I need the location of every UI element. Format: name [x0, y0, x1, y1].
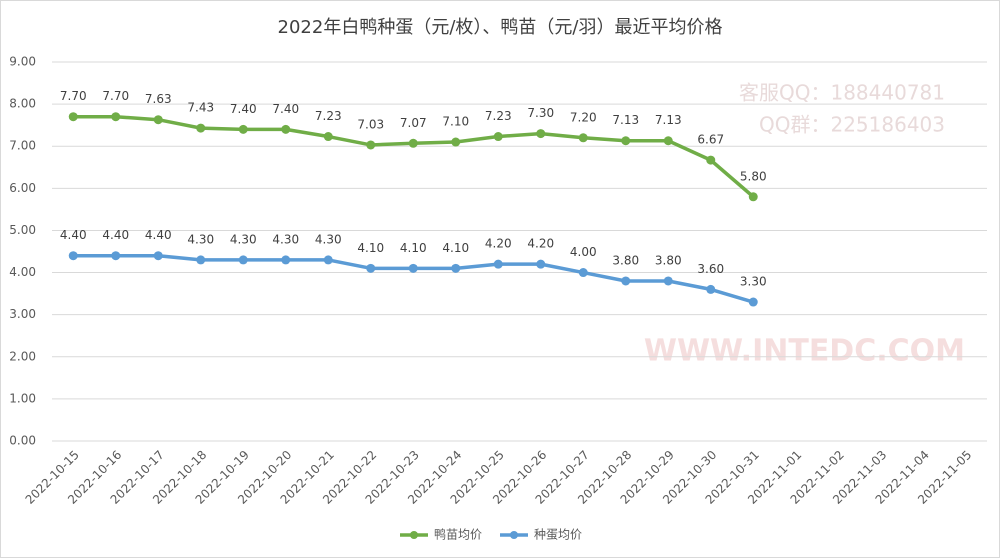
- data-point: [451, 137, 461, 147]
- y-tick-label: 3.00: [9, 307, 36, 321]
- y-tick-label: 6.00: [9, 181, 36, 195]
- data-point: [663, 276, 673, 286]
- data-label: 4.10: [357, 241, 384, 255]
- y-tick-label: 9.00: [9, 55, 36, 69]
- watermark: WWW.INTEDC.COM: [644, 334, 965, 369]
- data-label: 4.20: [485, 237, 512, 251]
- data-label: 4.40: [60, 228, 87, 242]
- data-label: 3.30: [740, 275, 767, 289]
- data-point: [68, 251, 78, 261]
- y-tick-label: 4.00: [9, 265, 36, 279]
- data-point: [238, 124, 248, 134]
- data-point: [493, 259, 503, 269]
- y-tick-label: 0.00: [9, 434, 36, 448]
- data-point: [536, 129, 546, 139]
- data-label: 7.30: [527, 106, 554, 120]
- legend-label: 种蛋均价: [534, 528, 582, 542]
- chart-title: 2022年白鸭种蛋（元/枚）、鸭苗（元/羽）最近平均价格: [278, 17, 723, 38]
- data-point: [153, 251, 163, 261]
- watermark: QQ群：225186403: [759, 113, 945, 137]
- data-point: [323, 132, 333, 142]
- data-label: 7.20: [570, 110, 597, 124]
- data-point: [663, 136, 673, 146]
- legend-marker: [410, 531, 418, 539]
- data-point: [451, 263, 461, 273]
- y-tick-label: 5.00: [9, 223, 36, 237]
- data-label: 7.10: [442, 115, 469, 129]
- data-point: [281, 124, 291, 134]
- data-label: 7.43: [187, 101, 214, 115]
- data-label: 6.67: [697, 133, 724, 147]
- y-tick-label: 7.00: [9, 139, 36, 153]
- data-point: [621, 276, 631, 286]
- y-tick-label: 2.00: [9, 349, 36, 363]
- data-point: [578, 133, 588, 143]
- data-label: 4.10: [442, 241, 469, 255]
- data-point: [748, 297, 758, 307]
- data-label: 4.30: [272, 232, 299, 246]
- data-point: [493, 132, 503, 142]
- data-point: [536, 259, 546, 269]
- data-label: 4.30: [187, 232, 214, 246]
- data-point: [281, 255, 291, 265]
- data-point: [408, 263, 418, 273]
- data-label: 7.40: [272, 102, 299, 116]
- data-point: [111, 112, 121, 122]
- data-point: [621, 136, 631, 146]
- data-point: [111, 251, 121, 261]
- y-tick-label: 1.00: [9, 391, 36, 405]
- data-label: 4.40: [102, 228, 129, 242]
- data-point: [366, 140, 376, 150]
- data-label: 7.23: [315, 109, 342, 123]
- data-label: 7.63: [145, 92, 172, 106]
- data-label: 3.60: [697, 262, 724, 276]
- data-label: 7.13: [655, 113, 682, 127]
- data-label: 3.80: [612, 253, 639, 267]
- legend-marker: [510, 531, 518, 539]
- data-label: 7.13: [612, 113, 639, 127]
- data-label: 7.70: [102, 89, 129, 103]
- data-point: [238, 255, 248, 265]
- data-label: 4.10: [400, 241, 427, 255]
- watermark: 客服QQ：188440781: [739, 81, 945, 105]
- data-label: 3.80: [655, 253, 682, 267]
- data-point: [196, 255, 206, 265]
- data-label: 5.80: [740, 169, 767, 183]
- data-point: [578, 268, 588, 278]
- data-label: 4.30: [230, 232, 257, 246]
- data-point: [408, 138, 418, 148]
- data-point: [153, 115, 163, 125]
- data-point: [748, 192, 758, 202]
- data-label: 7.07: [400, 116, 427, 130]
- data-label: 4.20: [527, 237, 554, 251]
- data-label: 7.03: [357, 117, 384, 131]
- data-label: 4.30: [315, 232, 342, 246]
- data-point: [706, 155, 716, 165]
- data-label: 7.40: [230, 102, 257, 116]
- data-point: [323, 255, 333, 265]
- data-point: [706, 284, 716, 294]
- data-label: 4.40: [145, 228, 172, 242]
- legend-label: 鸭苗均价: [434, 528, 482, 542]
- data-label: 7.23: [485, 109, 512, 123]
- data-label: 7.70: [60, 89, 87, 103]
- data-point: [366, 263, 376, 273]
- data-label: 4.00: [570, 245, 597, 259]
- data-point: [68, 112, 78, 122]
- data-point: [196, 123, 206, 133]
- y-tick-label: 8.00: [9, 97, 36, 111]
